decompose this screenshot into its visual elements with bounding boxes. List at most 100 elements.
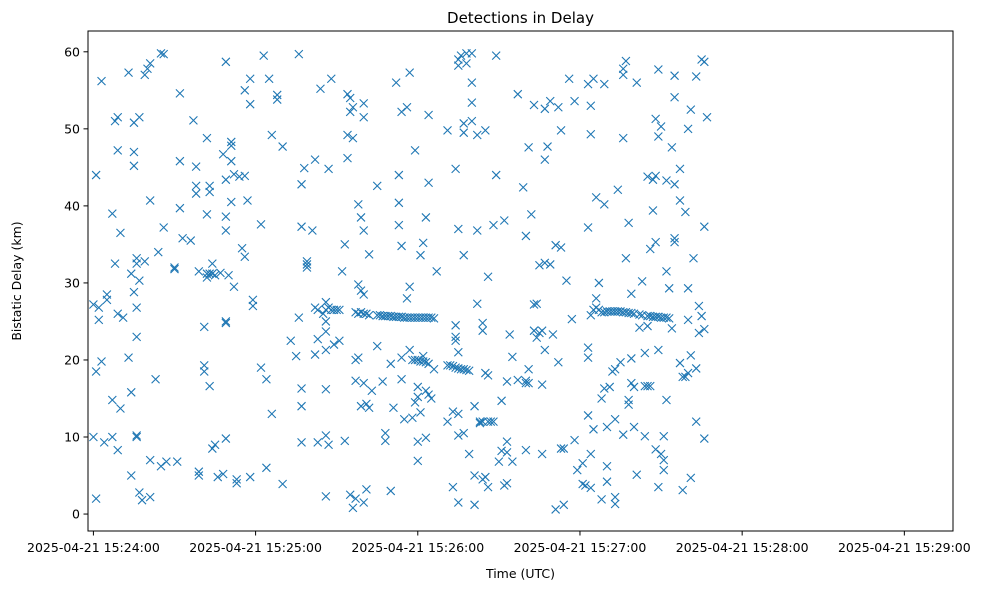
data-point — [207, 269, 217, 279]
data-point — [624, 395, 634, 405]
data-point — [475, 418, 485, 428]
data-point — [364, 250, 374, 259]
data-point — [664, 283, 674, 293]
data-point — [91, 367, 101, 376]
data-point — [537, 380, 547, 390]
data-point — [413, 355, 423, 365]
x-tick-label: 2025-04-21 15:28:00 — [676, 540, 809, 555]
data-point — [372, 341, 382, 351]
data-point — [443, 417, 452, 426]
data-point — [616, 357, 625, 367]
data-point — [610, 499, 620, 509]
data-point — [537, 326, 547, 336]
data-point — [364, 310, 374, 320]
data-point — [521, 445, 531, 455]
data-point — [202, 209, 212, 219]
data-point — [448, 482, 458, 492]
data-point — [124, 68, 133, 77]
y-tick-label: 40 — [64, 198, 80, 213]
data-point — [670, 233, 679, 243]
data-point — [540, 104, 550, 114]
data-point — [529, 100, 539, 110]
data-point — [221, 226, 231, 235]
data-point — [656, 122, 666, 131]
data-point — [499, 216, 509, 225]
data-point — [645, 244, 655, 254]
data-point — [694, 328, 704, 338]
data-point — [586, 101, 596, 111]
data-point — [597, 495, 606, 504]
data-point — [653, 482, 663, 492]
data-point — [359, 378, 369, 388]
data-point — [362, 399, 371, 409]
data-point — [302, 263, 312, 272]
data-point — [667, 323, 677, 333]
y-axis: 0 10 20 30 40 50 60 — [64, 44, 88, 522]
data-point — [132, 259, 142, 269]
data-point — [686, 350, 696, 360]
data-point — [362, 485, 371, 494]
data-point — [543, 142, 552, 151]
data-point — [299, 163, 309, 173]
data-point — [110, 116, 120, 126]
data-point — [240, 85, 250, 95]
data-point — [156, 48, 166, 58]
data-point — [683, 124, 693, 134]
data-point — [553, 357, 563, 367]
data-point — [637, 276, 647, 286]
data-point — [570, 435, 579, 445]
data-point — [599, 384, 609, 393]
data-point — [359, 226, 369, 235]
data-point — [532, 333, 542, 343]
data-point — [467, 78, 477, 88]
data-point — [405, 68, 415, 77]
data-point — [394, 170, 404, 180]
data-point — [689, 253, 698, 263]
data-point — [410, 146, 420, 155]
y-axis-label: Bistatic Delay (km) — [9, 221, 24, 340]
data-point — [678, 372, 688, 382]
data-point — [137, 495, 147, 505]
data-point — [691, 364, 701, 373]
data-point — [699, 324, 709, 334]
data-point — [389, 403, 398, 413]
data-point — [310, 155, 320, 165]
data-point — [97, 76, 106, 86]
data-point — [524, 142, 533, 152]
data-point — [172, 457, 182, 467]
data-point — [683, 283, 693, 293]
data-point — [262, 463, 271, 473]
data-point — [635, 323, 644, 332]
data-point — [102, 290, 112, 299]
data-point — [140, 256, 150, 266]
data-point — [124, 353, 133, 363]
data-point — [662, 176, 671, 185]
data-point — [356, 401, 366, 411]
data-point — [678, 485, 688, 495]
data-point — [643, 381, 652, 391]
data-point — [310, 350, 320, 359]
data-point — [240, 171, 250, 181]
data-point — [134, 276, 144, 286]
data-point — [464, 449, 474, 459]
data-point — [424, 390, 433, 400]
data-point — [551, 505, 561, 514]
data-point — [399, 414, 409, 424]
data-point — [451, 336, 461, 346]
data-point — [145, 58, 155, 68]
data-point — [248, 295, 258, 305]
data-point — [586, 129, 596, 139]
data-point — [540, 345, 550, 355]
data-point — [467, 98, 477, 108]
data-point — [332, 305, 342, 315]
y-tick-label: 10 — [64, 430, 80, 445]
data-point — [651, 114, 661, 124]
data-point — [348, 133, 358, 143]
data-point — [205, 187, 215, 197]
data-point — [205, 181, 215, 191]
data-point — [340, 436, 350, 446]
data-point — [497, 446, 506, 456]
data-point — [151, 374, 160, 384]
data-point — [643, 321, 652, 331]
data-point — [294, 49, 304, 59]
